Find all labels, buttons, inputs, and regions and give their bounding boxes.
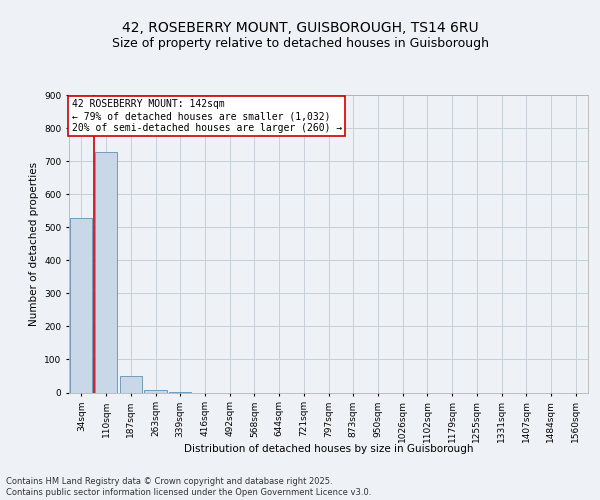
Bar xyxy=(119,376,142,392)
Text: Size of property relative to detached houses in Guisborough: Size of property relative to detached ho… xyxy=(112,38,488,51)
Y-axis label: Number of detached properties: Number of detached properties xyxy=(29,162,38,326)
Text: Contains public sector information licensed under the Open Government Licence v3: Contains public sector information licen… xyxy=(6,488,371,497)
Bar xyxy=(145,390,167,392)
Text: 42, ROSEBERRY MOUNT, GUISBOROUGH, TS14 6RU: 42, ROSEBERRY MOUNT, GUISBOROUGH, TS14 6… xyxy=(122,20,478,34)
Bar xyxy=(95,152,117,392)
Text: 42 ROSEBERRY MOUNT: 142sqm
← 79% of detached houses are smaller (1,032)
20% of s: 42 ROSEBERRY MOUNT: 142sqm ← 79% of deta… xyxy=(71,100,342,132)
Bar xyxy=(70,218,92,392)
X-axis label: Distribution of detached houses by size in Guisborough: Distribution of detached houses by size … xyxy=(184,444,473,454)
Text: Contains HM Land Registry data © Crown copyright and database right 2025.: Contains HM Land Registry data © Crown c… xyxy=(6,476,332,486)
